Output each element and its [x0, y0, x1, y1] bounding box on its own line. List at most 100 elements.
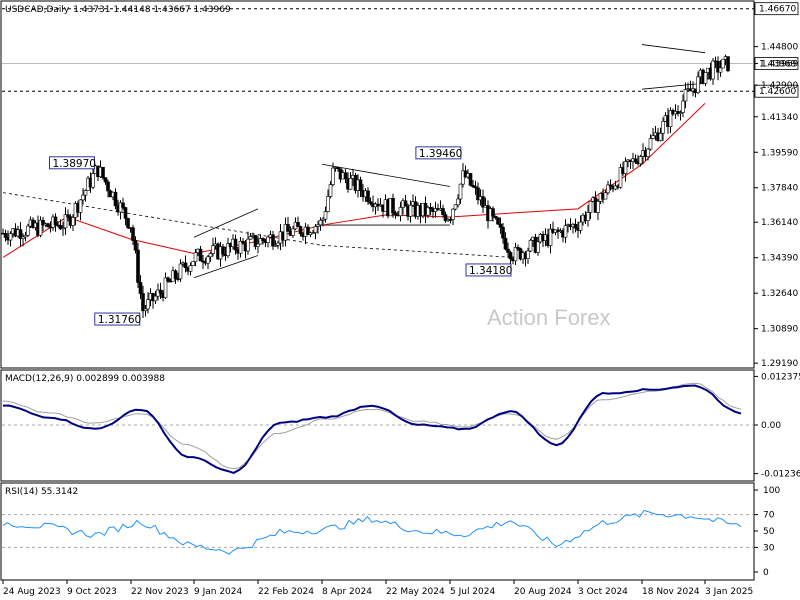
candle-body — [408, 204, 413, 217]
current-price-label: 1.43969 — [759, 59, 796, 69]
moving-average — [2, 103, 706, 258]
candle-body — [143, 308, 148, 312]
rsi-tick-label: 0 — [763, 568, 769, 578]
macd-header: MACD(12,26,9) 0.002899 0.003988 — [5, 374, 165, 384]
candle-body — [491, 208, 495, 217]
time-tick-label: 5 Jul 2024 — [450, 587, 495, 597]
price-tick-label: 1.32640 — [761, 289, 798, 299]
candle-body — [573, 224, 578, 229]
candle-body — [133, 240, 138, 251]
price-annotation-label: 1.31760 — [98, 314, 141, 326]
candle-body — [141, 293, 145, 312]
candle-body — [458, 183, 463, 200]
price-tick-label: 1.41340 — [761, 113, 798, 123]
candle-body — [291, 228, 295, 236]
candle-body — [703, 72, 708, 84]
candle-body — [508, 252, 513, 260]
macd-signal-line — [2, 382, 742, 470]
candle-body — [516, 247, 520, 249]
candle-body — [348, 178, 353, 190]
candle-body — [81, 194, 85, 201]
level-tag-label: 1.42600 — [759, 87, 796, 97]
time-tick-label: 3 Jan 2025 — [705, 587, 753, 597]
candle-body — [716, 60, 720, 73]
candle-body — [283, 224, 288, 241]
candle-body — [23, 234, 28, 238]
candle-body — [468, 173, 473, 186]
candle-body — [661, 121, 665, 134]
candle-body — [451, 208, 455, 220]
candle-body — [726, 56, 730, 72]
candle-body — [596, 201, 600, 213]
level-tag — [754, 2, 799, 16]
price-tick-label: 1.29190 — [761, 359, 798, 369]
candles — [1, 54, 730, 318]
macd-lines — [2, 382, 742, 474]
candle-body — [481, 196, 485, 208]
candle-body — [306, 226, 310, 235]
candle-body — [296, 222, 300, 227]
trend-line — [321, 163, 451, 187]
candle-body — [276, 242, 280, 246]
candle-body — [658, 132, 663, 141]
candle-body — [21, 236, 25, 239]
macd-panel — [0, 369, 755, 482]
rsi-panel — [0, 482, 755, 581]
time-tick-label: 18 Nov 2024 — [642, 587, 700, 597]
candle-body — [258, 238, 263, 245]
candle-body — [18, 229, 23, 239]
rsi-line — [2, 509, 742, 555]
candle-body — [201, 260, 205, 263]
rsi-header: RSI(14) 55.3142 — [5, 487, 78, 497]
candle-body — [638, 156, 643, 165]
candle-body — [473, 186, 478, 189]
trend-line — [193, 255, 259, 279]
candle-body — [286, 224, 290, 232]
price-axis-ticks: 1.44800 1.43969 1.42900 1.41340 1.39590 1.378… — [754, 43, 798, 369]
trend-line — [193, 208, 259, 238]
candle-body — [608, 184, 613, 187]
candle-body — [711, 60, 715, 80]
candle-body — [206, 256, 210, 264]
candle-body — [336, 167, 340, 169]
candle-body — [153, 295, 158, 302]
price-annotation-box — [465, 263, 512, 277]
candle-body — [548, 228, 553, 246]
candle-body — [443, 214, 448, 222]
candle-body — [493, 215, 498, 219]
candle-body — [41, 219, 45, 226]
candle-body — [178, 263, 183, 280]
candle-body — [453, 204, 458, 210]
candle-body — [8, 233, 13, 241]
candle-body — [328, 184, 333, 197]
candle-body — [256, 243, 260, 247]
candle-body — [26, 225, 30, 236]
candle-body — [183, 262, 188, 269]
candle-body — [126, 217, 130, 228]
candle-body — [461, 170, 465, 185]
candle-body — [173, 270, 178, 279]
price-annotation-box — [49, 156, 95, 170]
macd-tick-label: -0.012367 — [761, 470, 800, 480]
candle-body — [331, 167, 335, 185]
candle-body — [163, 277, 168, 298]
candle-body — [368, 201, 373, 204]
candle-body — [101, 166, 105, 178]
trend-line — [321, 244, 515, 258]
candle-body — [683, 89, 688, 102]
candle-body — [3, 233, 8, 238]
candle-body — [513, 247, 518, 262]
candle-body — [123, 207, 128, 219]
candle-body — [136, 249, 140, 283]
candle-body — [526, 250, 530, 260]
rsi-series-line — [2, 509, 742, 555]
candle-body — [496, 217, 500, 225]
candle-body — [456, 198, 460, 206]
candle-body — [441, 208, 445, 215]
candle-body — [246, 238, 250, 252]
candle-body — [46, 223, 50, 228]
candle-body — [91, 173, 95, 188]
candle-body — [528, 239, 533, 252]
ma-line — [2, 103, 706, 258]
